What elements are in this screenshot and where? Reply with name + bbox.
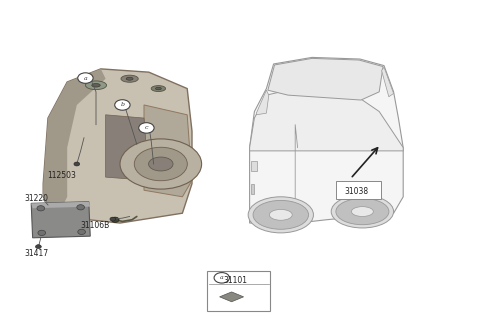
Text: c: c <box>144 125 148 131</box>
Circle shape <box>78 73 93 83</box>
Polygon shape <box>31 202 90 238</box>
Polygon shape <box>250 57 403 223</box>
Ellipse shape <box>126 77 133 80</box>
Text: 31417: 31417 <box>24 249 48 258</box>
Text: a: a <box>220 275 224 280</box>
Ellipse shape <box>120 139 202 189</box>
Text: a: a <box>84 75 87 81</box>
Text: 31101: 31101 <box>223 276 247 284</box>
Polygon shape <box>382 67 394 97</box>
Ellipse shape <box>336 198 389 225</box>
Circle shape <box>37 206 45 211</box>
Circle shape <box>111 217 119 222</box>
Polygon shape <box>268 58 383 100</box>
Text: b: b <box>120 102 124 108</box>
Text: 31220: 31220 <box>24 194 48 202</box>
Circle shape <box>214 273 229 283</box>
Circle shape <box>38 230 46 236</box>
Polygon shape <box>31 202 90 208</box>
Circle shape <box>110 217 116 221</box>
Ellipse shape <box>121 75 138 82</box>
Ellipse shape <box>85 81 107 90</box>
Ellipse shape <box>253 200 309 229</box>
Ellipse shape <box>156 87 161 90</box>
Circle shape <box>74 162 80 166</box>
Text: 112503: 112503 <box>47 171 76 179</box>
Ellipse shape <box>269 209 292 220</box>
Ellipse shape <box>248 197 313 233</box>
Polygon shape <box>43 69 192 223</box>
Circle shape <box>115 100 130 110</box>
Ellipse shape <box>134 147 187 181</box>
FancyBboxPatch shape <box>207 271 270 311</box>
Text: 31106B: 31106B <box>81 221 110 230</box>
Polygon shape <box>251 184 254 194</box>
Polygon shape <box>144 105 192 197</box>
Polygon shape <box>250 90 403 151</box>
Ellipse shape <box>151 86 166 92</box>
FancyBboxPatch shape <box>336 181 381 199</box>
Ellipse shape <box>149 157 173 171</box>
Circle shape <box>139 123 154 133</box>
Circle shape <box>36 245 41 249</box>
Text: 31038: 31038 <box>345 187 369 196</box>
Ellipse shape <box>331 195 394 228</box>
Circle shape <box>78 229 85 235</box>
Ellipse shape <box>92 83 100 87</box>
Polygon shape <box>106 115 149 180</box>
Polygon shape <box>43 69 106 216</box>
Polygon shape <box>251 161 257 171</box>
Polygon shape <box>256 90 269 115</box>
Polygon shape <box>219 292 243 302</box>
Ellipse shape <box>351 207 373 216</box>
Circle shape <box>77 205 84 210</box>
